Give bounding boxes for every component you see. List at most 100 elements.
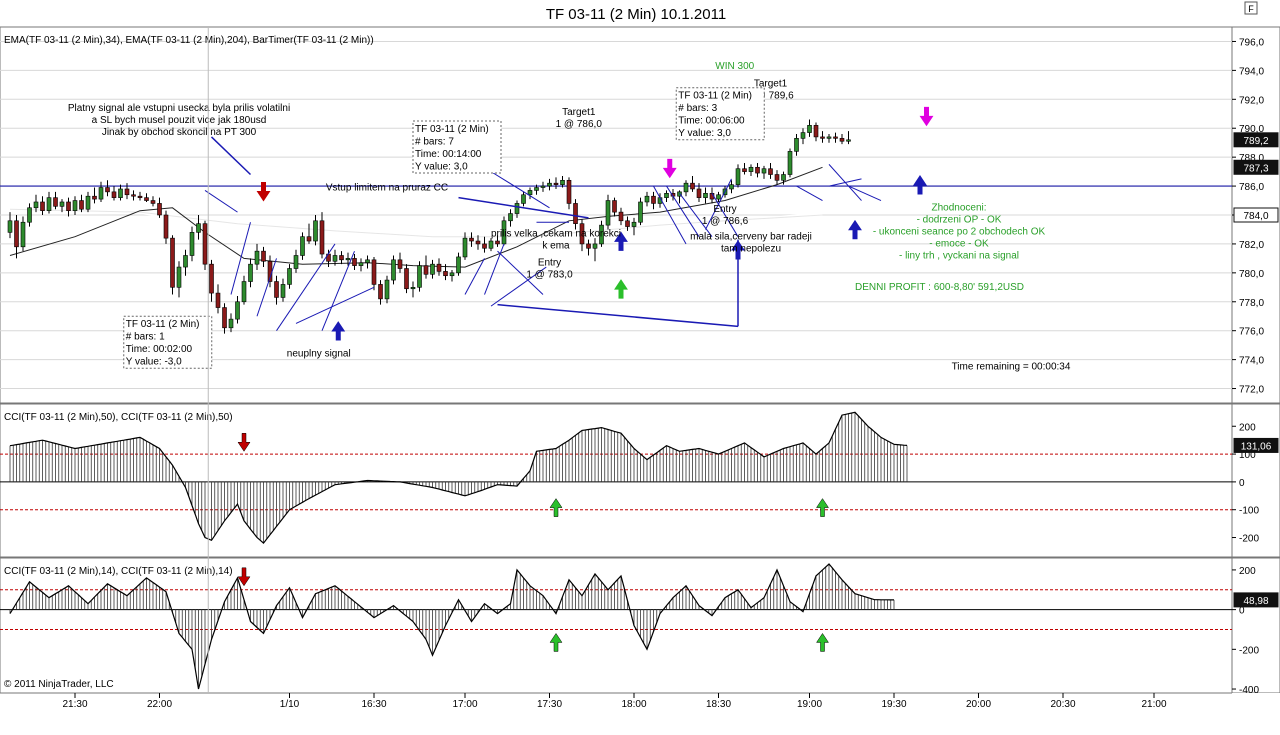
measure-info-box [412,120,502,174]
candle-body [612,200,617,213]
measure-info-box [675,87,765,141]
candle-body [488,240,494,249]
candle-body [410,287,416,290]
time-tick-label: 21:00 [1141,699,1166,710]
cci14-entry-marker [549,632,563,652]
cci50-indicator-label: CCI(TF 03-11 (2 Min),50), CCI(TF 03-11 (… [4,412,233,423]
chart-annotation: Time remaining = 00:00:34 [952,362,1071,373]
candle-body [46,197,52,211]
chart-annotation: prilis velka ,cekam na korekci [491,229,621,240]
candle-body [540,185,546,188]
trend-line [464,258,485,295]
time-tick-label: 16:30 [361,699,386,710]
trend-line [705,178,732,230]
candle-body [826,136,832,139]
candle-body [716,194,721,200]
candle-body [196,223,201,233]
trend-line [497,250,544,295]
candle-body [436,263,442,272]
candle-body [7,220,13,233]
annotation-arrow-line [210,136,252,176]
trend-line [711,193,739,237]
cci50-tick-label: -200 [1239,534,1259,545]
price-badge [1233,132,1279,148]
candle-body [391,259,396,281]
candle-body [755,166,760,174]
measure-info-line: TF 03-11 (2 Min) [126,319,200,330]
candle-body [378,284,383,300]
price-tick-label: 792,0 [1239,95,1264,106]
measure-info-line: # bars: 1 [126,332,165,343]
time-tick-label: 20:00 [966,699,991,710]
candle-body [748,166,754,172]
candle-body [781,174,786,181]
candle-body [618,211,624,222]
cci50-tick-label: 100 [1239,450,1256,461]
cci14-cci-line [9,563,894,690]
ema204-edge [9,208,823,238]
candle-body [443,271,448,277]
measure-info-box [123,315,213,369]
chart-annotation: 1 @ 783,0 [526,270,573,281]
candle-body [846,139,851,142]
candle-body [534,187,539,191]
price-tick-label: 774,0 [1239,356,1264,367]
measure-info-line: Time: 00:06:00 [678,116,745,127]
window-title: TF 03-11 (2 Min) 10.1.2011 [546,6,726,23]
trend-line [796,185,823,201]
chart-annotation: mala sila,cerveny bar radeji [690,232,812,243]
candle-body [118,188,123,198]
chart-annotation: - liny trh , vyckani na signal [899,251,1019,262]
trend-line [204,189,238,213]
price-badge-label: 789,2 [1243,136,1268,147]
cci50-tick-label: -100 [1239,506,1259,517]
chart-annotation: - ukonceni seance po 2 obchodech OK [873,227,1046,238]
candle-body [189,232,195,256]
candle-body [475,240,481,245]
candle-body [170,237,175,288]
time-tick-label: 22:00 [147,699,172,710]
measure-info-line: Y value: -3,0 [126,357,182,368]
trend-line [484,243,505,295]
price-tick-label: 778,0 [1239,298,1264,309]
chart-annotation: - dodrzeni OP - OK [917,215,1002,226]
candle-body [833,136,838,139]
candle-body [241,281,247,303]
target-marker [919,106,934,127]
candle-body [300,236,305,256]
cci14-indicator-label: CCI(TF 03-11 (2 Min),14), CCI(TF 03-11 (… [4,566,233,577]
candle-body [157,203,162,216]
candle-body [235,301,240,320]
price-badge [1233,159,1279,175]
measure-info-line: Time: 00:02:00 [126,344,193,355]
trend-line [666,185,700,237]
candle-body [319,220,325,255]
chart-annotation: 1 @ 786,6 [702,216,749,227]
price-indicator-label: EMA(TF 03-11 (2 Min),34), EMA(TF 03-11 (… [4,35,374,46]
cci50-value-badge-label: 131,06 [1241,441,1272,452]
candle-body [430,263,435,275]
menu-button-glyph: F [1248,4,1254,14]
time-tick-label: 17:00 [452,699,477,710]
cci14-tick-label: -200 [1239,645,1259,656]
chart-annotation: Vstup limitem na pruraz CC [326,182,448,193]
candle-body [456,256,461,274]
candle-body [547,182,552,187]
candle-body [287,268,292,285]
candle-body [79,200,84,210]
candle-body [651,195,656,204]
candle-body [807,125,812,133]
candle-body [761,168,767,174]
entry-marker [913,175,927,195]
candle-body [703,193,708,198]
chart-annotation: k ema [542,241,570,252]
trend-line [828,164,862,201]
price-tick-label: 794,0 [1239,66,1264,77]
candle-body [735,168,741,185]
candle-body [98,187,104,200]
price-badge-label: 784,0 [1243,211,1268,222]
candle-body [768,168,773,175]
candle-body [729,184,734,190]
menu-button[interactable] [1244,1,1258,15]
price-tick-label: 790,0 [1239,124,1264,135]
